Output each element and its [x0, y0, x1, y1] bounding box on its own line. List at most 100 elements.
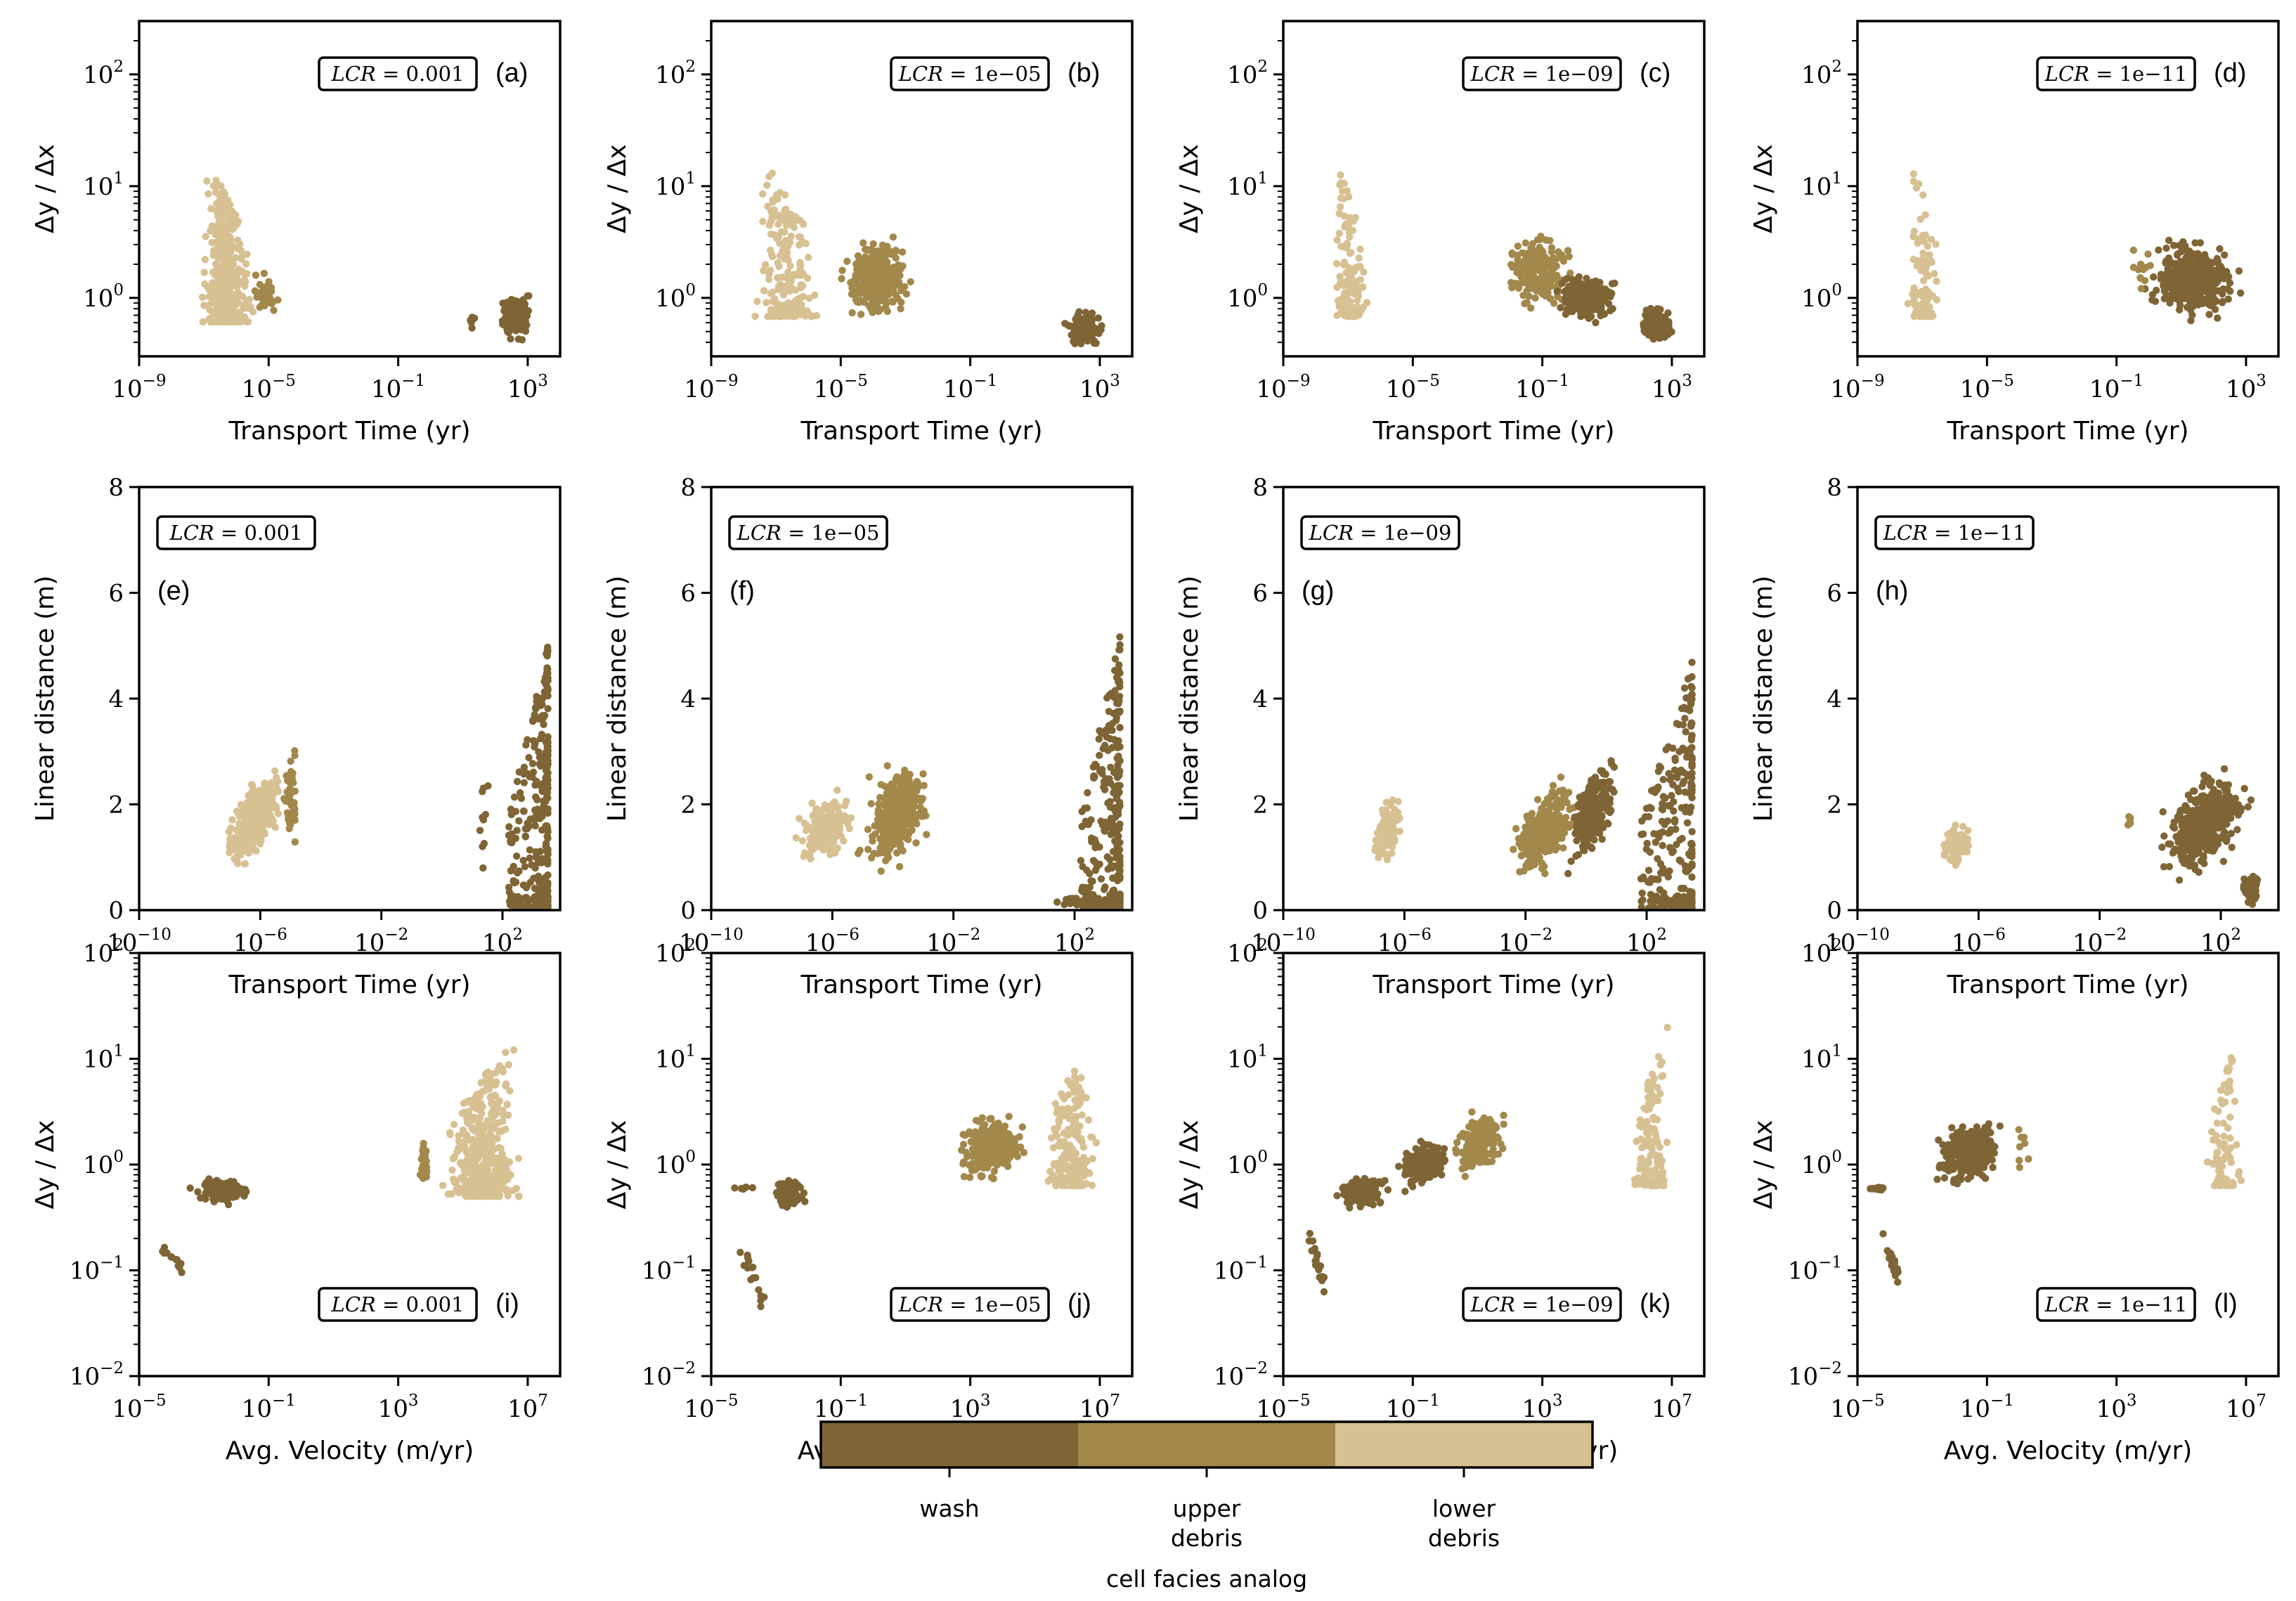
data-point: [895, 261, 902, 269]
x-tick-label: 10−10: [679, 926, 744, 957]
cluster-wash: [1077, 633, 1124, 910]
data-point: [260, 269, 268, 278]
data-point: [891, 276, 899, 284]
data-point: [287, 758, 294, 765]
data-point: [1360, 268, 1368, 276]
data-point: [838, 275, 845, 283]
data-point: [1391, 836, 1399, 843]
data-point: [897, 780, 905, 788]
data-point: [785, 237, 793, 245]
data-point: [2204, 270, 2212, 278]
data-point: [1078, 808, 1086, 815]
data-point: [200, 268, 208, 276]
data-point: [534, 872, 543, 880]
data-point: [1526, 821, 1535, 829]
data-point: [1924, 259, 1932, 267]
data-point: [1546, 794, 1554, 803]
data-point: [2212, 257, 2220, 266]
data-point: [826, 804, 834, 812]
data-point: [291, 838, 299, 846]
data-point: [888, 780, 895, 788]
data-point: [1116, 707, 1124, 715]
data-point: [1377, 830, 1385, 838]
data-point: [839, 812, 848, 821]
scatter-points: [1904, 170, 2245, 325]
data-point: [856, 846, 864, 855]
data-point: [1107, 862, 1115, 870]
data-point: [1555, 248, 1562, 256]
data-point: [764, 202, 772, 210]
data-point: [834, 816, 842, 824]
data-point: [1916, 215, 1924, 223]
y-axis-label: Δy / Δx: [1175, 144, 1204, 233]
data-point: [1519, 278, 1526, 287]
data-point: [902, 800, 909, 808]
data-point: [1103, 899, 1112, 907]
data-point: [888, 796, 896, 803]
data-point: [843, 257, 851, 265]
data-point: [1522, 862, 1530, 869]
data-point: [1355, 254, 1363, 262]
data-point: [797, 281, 805, 289]
data-point: [886, 813, 894, 822]
data-point: [897, 796, 905, 804]
data-point: [247, 781, 256, 789]
data-point: [905, 777, 913, 785]
data-point: [2165, 236, 2173, 245]
data-point: [1103, 733, 1110, 741]
data-point: [1539, 827, 1547, 835]
data-point: [505, 831, 513, 839]
data-point: [2205, 311, 2213, 318]
data-point: [907, 278, 914, 286]
data-point: [228, 272, 236, 280]
data-point: [210, 227, 218, 235]
data-point: [225, 828, 233, 836]
data-point: [544, 901, 552, 909]
data-point: [1512, 261, 1521, 269]
data-point: [800, 306, 808, 315]
data-point: [1116, 633, 1124, 641]
data-point: [753, 297, 761, 305]
data-point: [769, 297, 777, 306]
data-point: [233, 283, 240, 291]
data-point: [1557, 773, 1565, 782]
data-point: [1378, 850, 1386, 857]
data-point: [513, 869, 521, 877]
data-point: [2186, 264, 2193, 272]
data-point: [1924, 242, 1932, 250]
data-point: [1537, 819, 1545, 827]
data-point: [1116, 868, 1124, 876]
data-point: [1083, 316, 1091, 325]
data-point: [528, 760, 537, 767]
data-point: [2226, 287, 2234, 295]
data-point: [1507, 261, 1515, 268]
data-point: [234, 288, 242, 297]
data-point: [1338, 187, 1347, 195]
data-point: [286, 796, 294, 805]
data-point: [890, 826, 898, 834]
data-point: [519, 881, 527, 889]
data-point: [2160, 271, 2167, 280]
data-point: [1116, 669, 1124, 677]
data-point: [1378, 806, 1387, 814]
data-point: [781, 207, 789, 215]
data-point: [1116, 767, 1124, 775]
cluster-lower-debris: [751, 169, 821, 320]
data-point: [779, 307, 787, 316]
data-point: [525, 753, 533, 762]
annotation-box: [156, 515, 316, 550]
data-point: [526, 846, 533, 854]
data-point: [233, 268, 242, 276]
x-axis-label: Transport Time (yr): [800, 971, 1042, 999]
data-point: [2142, 264, 2150, 271]
data-point: [213, 206, 221, 214]
data-point: [242, 278, 249, 285]
data-point: [781, 228, 789, 236]
data-point: [538, 713, 545, 720]
data-point: [232, 309, 240, 316]
data-point: [1665, 320, 1673, 328]
data-point: [526, 854, 533, 862]
data-point: [1074, 311, 1082, 319]
panel-tag: (b): [1068, 58, 1100, 88]
data-point: [516, 789, 524, 797]
